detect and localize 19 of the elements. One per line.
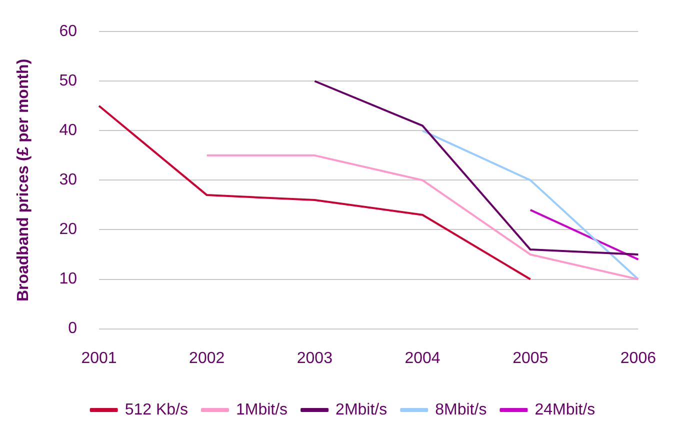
x-tick-label: 2003 xyxy=(296,350,333,367)
legend-label: 1Mbit/s xyxy=(236,401,288,418)
legend-label: 2Mbit/s xyxy=(336,401,388,418)
legend-label: 8Mbit/s xyxy=(435,401,487,418)
x-tick-label: 2001 xyxy=(81,350,117,367)
y-tick-label: 10 xyxy=(59,270,78,288)
legend-label: 512 Kb/s xyxy=(124,401,188,418)
x-tick-label: 2005 xyxy=(512,350,548,367)
y-tick-label: 60 xyxy=(59,23,78,40)
legend-label: 24Mbit/s xyxy=(534,401,596,418)
y-tick-label: 50 xyxy=(59,72,78,90)
x-tick-label: 2006 xyxy=(620,350,656,367)
y-tick-label: 20 xyxy=(59,221,78,238)
x-tick-label: 2004 xyxy=(404,350,440,367)
y-tick-label: 40 xyxy=(59,122,78,140)
y-tick-label: 30 xyxy=(59,172,78,189)
y-tick-label: 0 xyxy=(68,320,78,338)
y-axis-title: Broadband prices (£ per month) xyxy=(15,58,32,302)
x-tick-label: 2002 xyxy=(189,350,225,367)
